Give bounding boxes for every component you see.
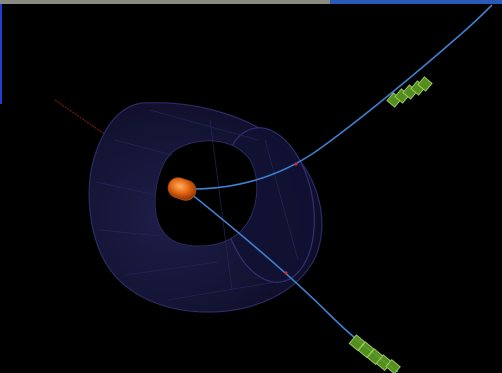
track-marker-upper: [294, 162, 298, 166]
detector-panel-lines: [95, 109, 299, 301]
detector-inner-bore: [154, 140, 258, 247]
track-upper: [184, 4, 493, 190]
vertex-icon: [167, 177, 197, 201]
active-view-indicator[interactable]: [330, 0, 502, 4]
track-marker-lower: [284, 271, 288, 275]
hit-cluster-icon: [386, 76, 433, 108]
hit-cluster-icon: [348, 334, 401, 373]
inactive-view-indicator[interactable]: [0, 0, 330, 4]
beam-axis-line: [54, 99, 107, 136]
viewport-left-border: [0, 4, 2, 104]
view-tab-strip: [0, 0, 502, 4]
